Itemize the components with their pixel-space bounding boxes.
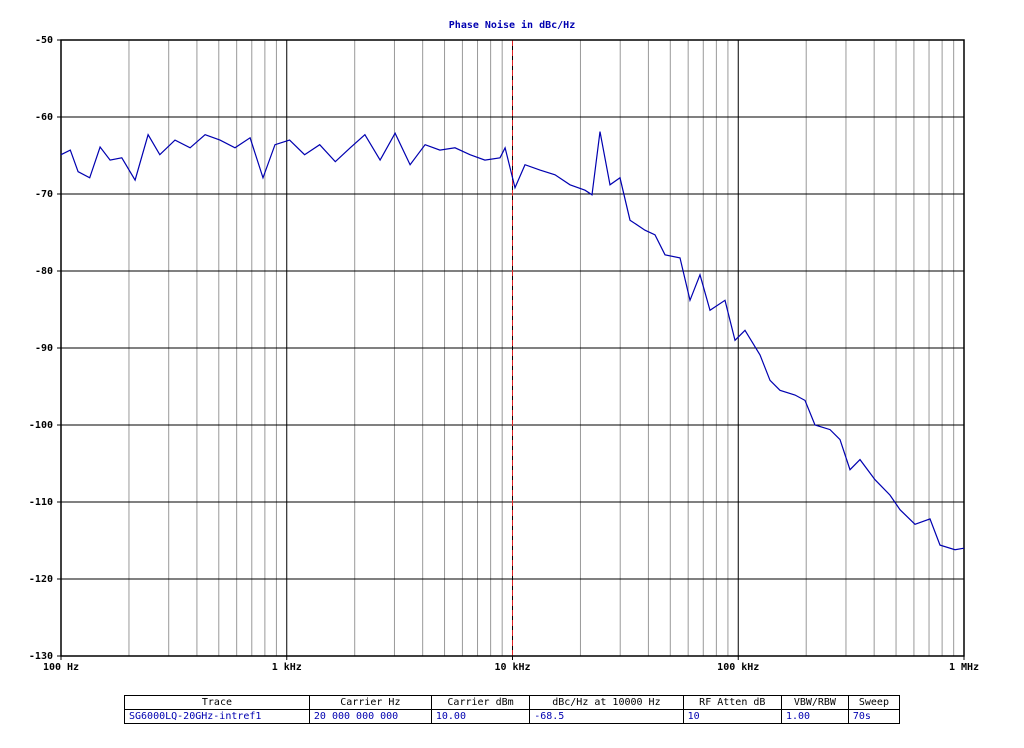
y-tick-label: -100: [29, 420, 53, 431]
y-tick-label: -60: [35, 112, 53, 123]
y-tick-label: -90: [35, 343, 53, 354]
table-cell: 70s: [847, 709, 901, 724]
column-header: Trace: [124, 695, 310, 710]
column-header: Sweep: [847, 695, 901, 710]
y-tick-label: -70: [35, 189, 53, 200]
trace-line: [60, 131, 965, 551]
y-tick-label: -130: [29, 651, 53, 662]
column-header: RF Atten dB: [682, 695, 782, 710]
column-header: VBW/RBW: [780, 695, 849, 710]
table-cell: 20 000 000 000: [308, 709, 432, 724]
x-tick-label: 100 Hz: [43, 662, 79, 673]
column-header: Carrier Hz: [308, 695, 432, 710]
table-cell: 10: [682, 709, 782, 724]
plot-frame: [60, 39, 965, 657]
table-cell: 1.00: [780, 709, 849, 724]
y-tick-label: -50: [35, 35, 53, 46]
x-tick-label: 1 kHz: [272, 662, 302, 673]
data-row: SG6000LQ-20GHz-intref1 20 000 000 000 10.0…: [124, 709, 901, 724]
column-header: dBc/Hz at 10000 Hz: [529, 695, 684, 710]
trace-table: Trace Carrier Hz Carrier dBm dBc/Hz at 1000…: [124, 695, 901, 724]
x-tick-label: 100 kHz: [717, 662, 759, 673]
y-tick-label: -80: [35, 266, 53, 277]
x-tick-label: 10 kHz: [494, 662, 530, 673]
x-tick-label: 1 MHz: [949, 662, 979, 673]
y-tick-label: -110: [29, 497, 53, 508]
chart-title: Phase Noise in dBc/Hz: [449, 19, 575, 31]
table-cell: SG6000LQ-20GHz-intref1: [124, 709, 310, 724]
column-header: Carrier dBm: [430, 695, 531, 710]
table-cell: -68.5: [529, 709, 684, 724]
chart: Phase Noise in dBc/Hz -130 -120 -110 -100 -9…: [29, 19, 979, 673]
header-row: Trace Carrier Hz Carrier dBm dBc/Hz at 1000…: [124, 695, 901, 710]
table-cell: 10.00: [430, 709, 531, 724]
y-tick-label: -120: [29, 574, 53, 585]
